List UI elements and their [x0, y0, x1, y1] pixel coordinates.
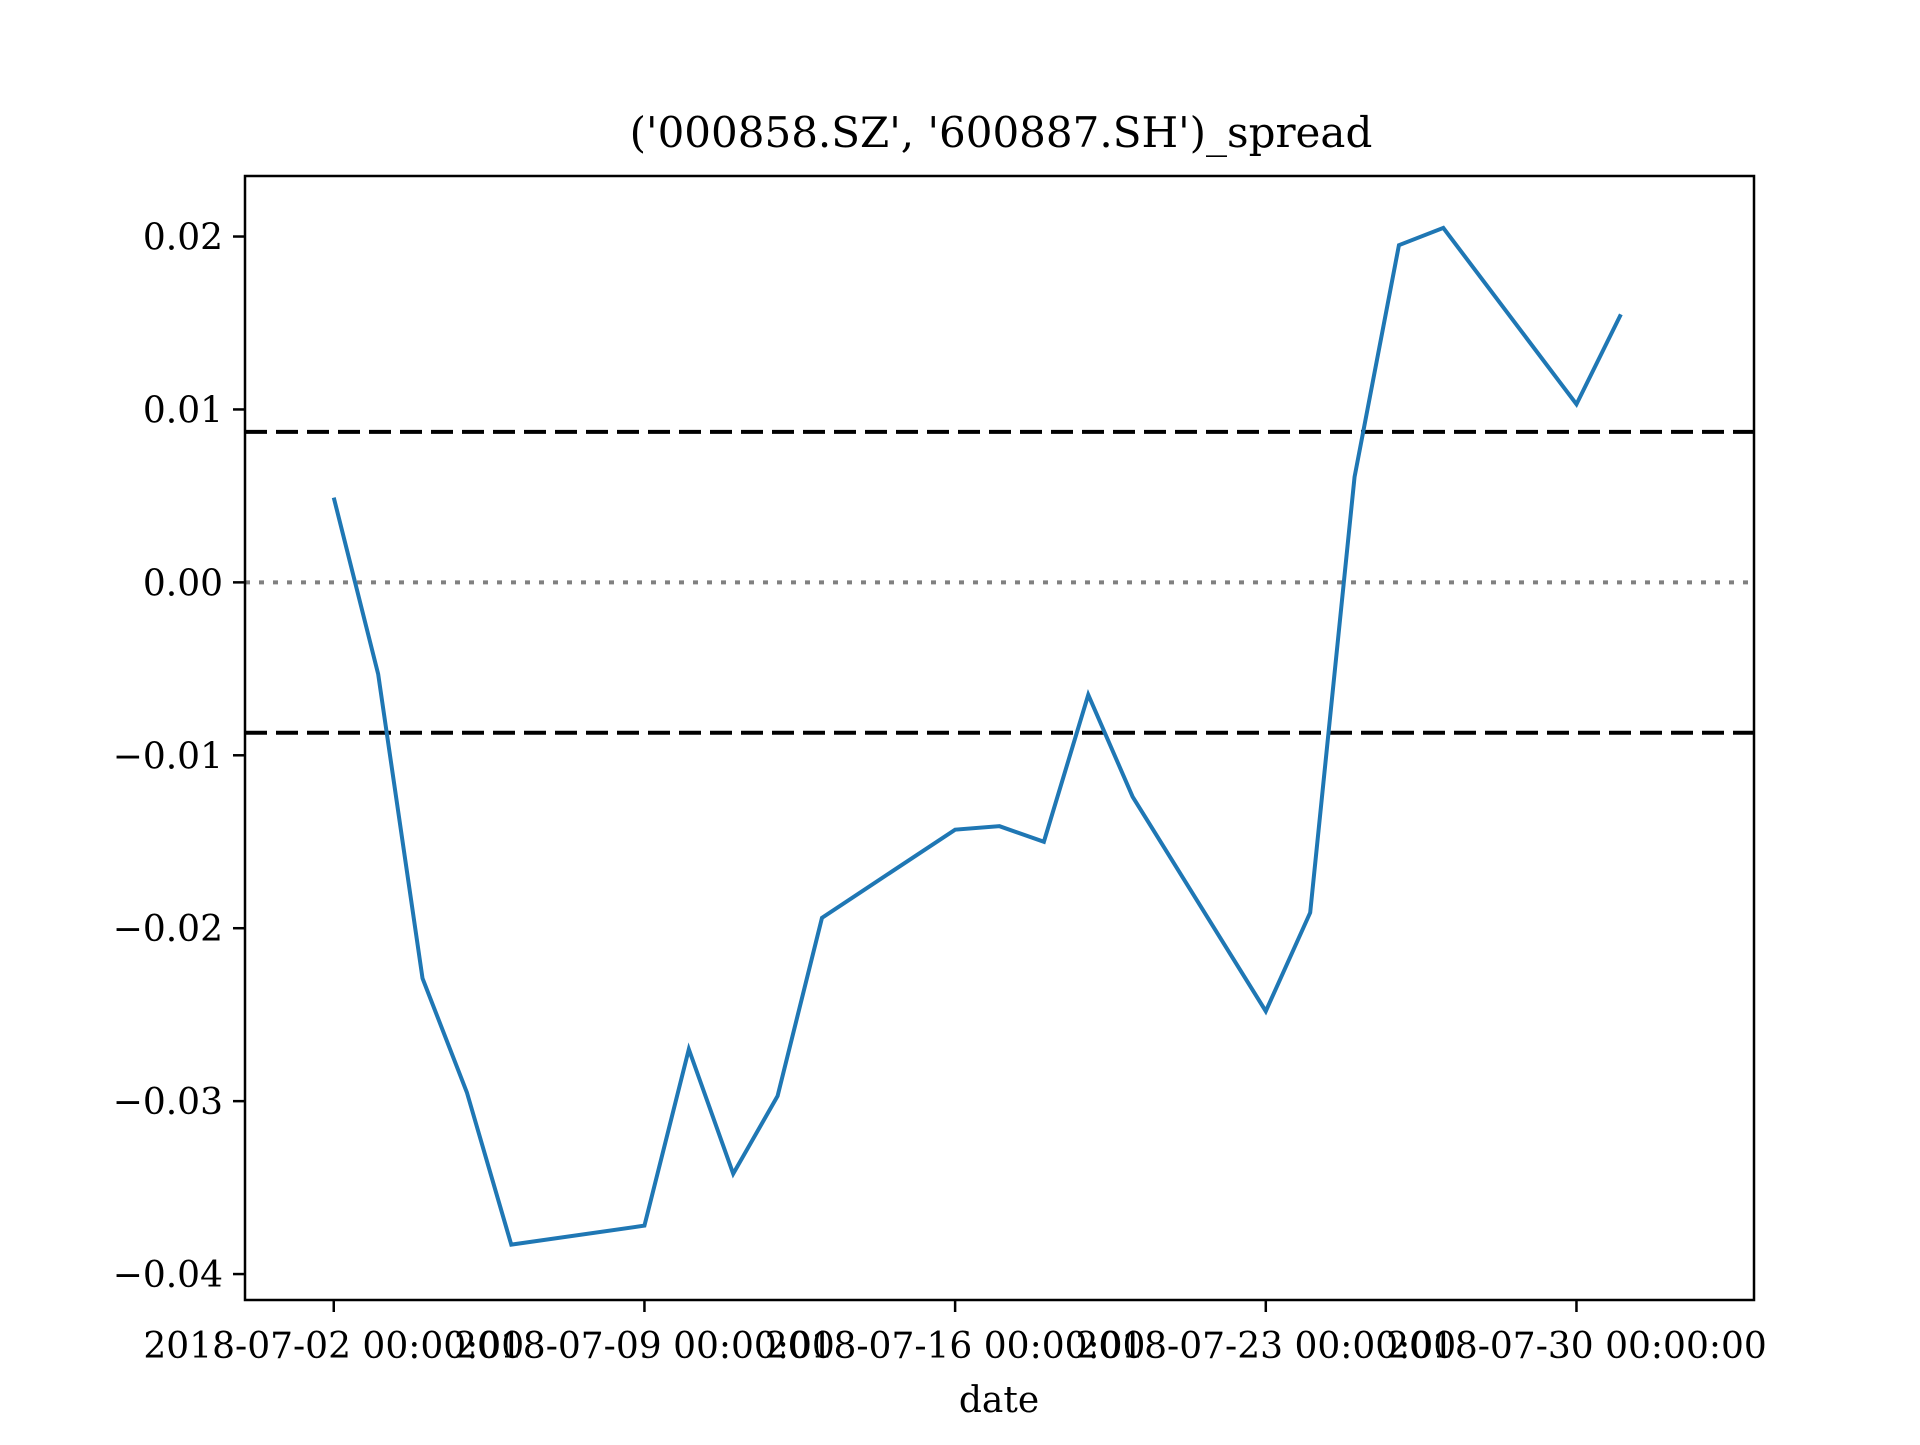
x-tick-label: 2018-07-02 00:00:00: [143, 1326, 524, 1367]
x-tick-label: 2018-07-09 00:00:00: [454, 1326, 835, 1367]
x-tick-label: 2018-07-30 00:00:00: [1386, 1326, 1767, 1367]
series-line-0: [331, 225, 1623, 1247]
x-tick-label: 2018-07-16 00:00:00: [765, 1326, 1146, 1367]
series-layer: [331, 225, 1623, 1247]
y-tick-label: −0.01: [113, 736, 223, 777]
y-tick-label: −0.03: [113, 1082, 223, 1123]
y-tick-label: 0.00: [143, 563, 223, 604]
plot-area-frame: [243, 174, 1756, 1302]
y-tick-label: −0.04: [113, 1255, 223, 1296]
x-tick-label: 2018-07-23 00:00:00: [1075, 1326, 1456, 1367]
reference-lines: [245, 429, 1754, 735]
y-tick-label: 0.01: [143, 390, 223, 431]
y-tick-label: −0.02: [113, 909, 223, 950]
chart-title: ('000858.SZ', '600887.SH')_spread: [630, 108, 1373, 157]
y-tick-label: 0.02: [143, 218, 223, 259]
y-axis: 0.02 0.01 0.00 −0.01 −0.02 −0.03 −0.04: [113, 218, 245, 1296]
x-axis-label: date: [959, 1380, 1039, 1421]
